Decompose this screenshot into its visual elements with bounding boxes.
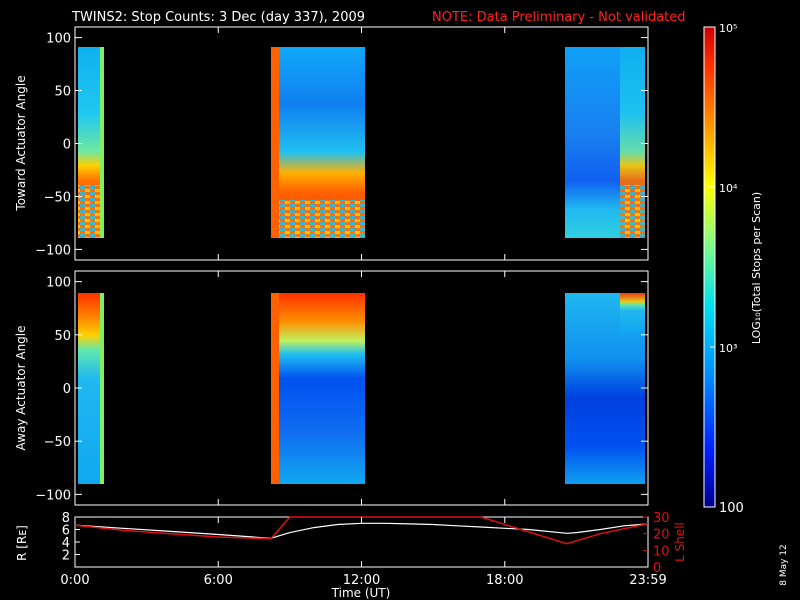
toward-y-ticks: −100 −50 0 50 100 — [35, 32, 648, 258]
r-tick-label: 6 — [62, 524, 70, 539]
time-tick-label: 12:00 — [343, 573, 380, 588]
away-block-3-edge — [620, 293, 645, 333]
colorbar-tick-label: 10⁵ — [719, 22, 737, 35]
lshell-tick-label: 30 — [653, 511, 670, 526]
colorbar-ticks: 100 10³ 10⁴ 10⁵ — [710, 22, 744, 516]
away-block-1 — [78, 293, 100, 484]
lshell-axis-label: L Shell — [673, 522, 687, 562]
toward-ytick-label: −100 — [35, 243, 71, 258]
time-tick-label: 0:00 — [60, 573, 89, 588]
away-block-1-stripe — [100, 293, 104, 484]
toward-block-1-stripe — [100, 47, 104, 238]
colorbar-tick-label: 100 — [719, 501, 744, 516]
toward-axis-label: Toward Actuator Angle — [14, 75, 28, 211]
time-tick-label: 23:59 — [629, 573, 666, 588]
time-axis-label: Time (UT) — [331, 586, 391, 600]
colorbar-gradient — [704, 27, 715, 507]
r-tick-label: 2 — [62, 549, 70, 564]
toward-ytick-label: 100 — [46, 32, 71, 47]
panel-toward — [74, 26, 649, 261]
away-y-ticks: −100 −50 0 50 100 — [35, 276, 648, 503]
lshell-tick-label: 10 — [653, 544, 670, 559]
preliminary-note: NOTE: Data Preliminary - Not validated — [432, 10, 686, 25]
chart-title: TWINS2: Stop Counts: 3 Dec (day 337), 20… — [71, 10, 365, 25]
toward-block-3-checker — [620, 185, 645, 238]
r-axis-label: R [Rᴇ] — [15, 525, 29, 561]
toward-ytick-label: −50 — [44, 190, 71, 205]
r-tick-label: 8 — [62, 511, 70, 526]
colorbar-tick-label: 10⁴ — [719, 182, 738, 195]
colorbar-label: LOG₁₀(Total Stops per Scan) — [750, 192, 763, 344]
panel-orbit — [74, 516, 649, 568]
away-block-2 — [279, 293, 365, 484]
lshell-tick-label: 20 — [653, 528, 670, 543]
away-block-2-edge — [271, 293, 279, 484]
toward-block-1-checker — [78, 185, 100, 238]
away-ytick-label: −50 — [44, 435, 71, 450]
lshell-line — [74, 516, 649, 545]
away-ytick-label: 0 — [63, 382, 71, 397]
time-axis-ticks: 0:00 6:00 12:00 18:00 23:59 — [60, 27, 667, 588]
colorbar-tick-label: 10³ — [719, 342, 737, 355]
away-ytick-label: 100 — [46, 276, 71, 291]
toward-block-2-edge — [271, 47, 279, 238]
away-ytick-label: −100 — [35, 488, 71, 503]
date-stamp: 8 May 12 — [779, 544, 789, 586]
colorbar — [703, 26, 716, 508]
toward-ytick-label: 50 — [54, 85, 71, 100]
r-tick-label: 4 — [62, 536, 70, 551]
toward-block-2-checker — [279, 200, 365, 238]
away-ytick-label: 50 — [54, 329, 71, 344]
colorbar-frame — [703, 26, 716, 508]
time-tick-label: 6:00 — [204, 573, 233, 588]
lshell-tick-label: 0 — [653, 561, 661, 576]
toward-ytick-label: 0 — [63, 138, 71, 153]
panel-away — [74, 270, 649, 506]
r-distance-line — [74, 522, 649, 539]
time-tick-label: 18:00 — [486, 573, 523, 588]
away-axis-label: Away Actuator Angle — [14, 325, 28, 450]
